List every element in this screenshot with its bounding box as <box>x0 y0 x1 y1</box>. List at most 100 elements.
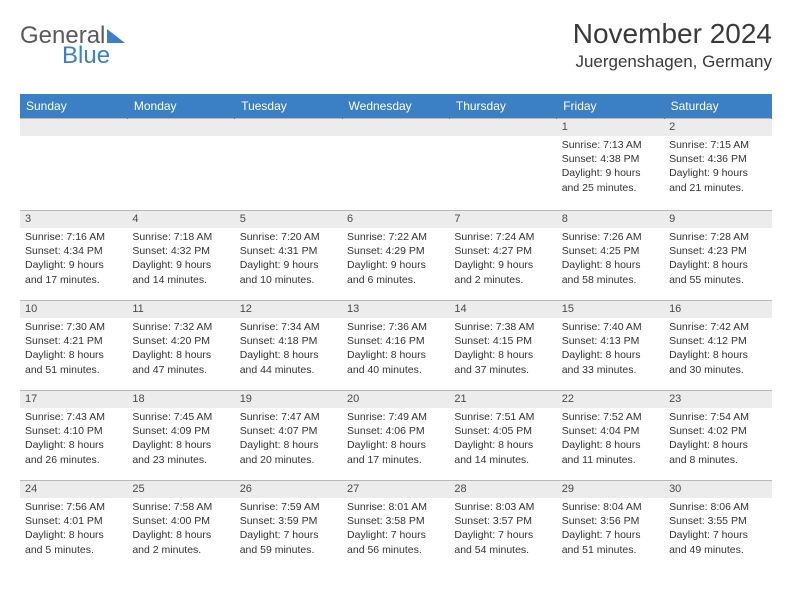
col-thursday: Thursday <box>449 94 556 119</box>
day-cell: 9Sunrise: 7:28 AMSunset: 4:23 PMDaylight… <box>664 211 771 301</box>
sunset-text: Sunset: 3:58 PM <box>347 514 444 528</box>
daylight-text: Daylight: 8 hours and 47 minutes. <box>132 348 229 376</box>
day-detail: Sunrise: 7:49 AMSunset: 4:06 PMDaylight:… <box>342 408 449 471</box>
day-detail: Sunrise: 8:03 AMSunset: 3:57 PMDaylight:… <box>449 498 556 561</box>
day-detail: Sunrise: 7:22 AMSunset: 4:29 PMDaylight:… <box>342 228 449 291</box>
daylight-text: Daylight: 9 hours and 21 minutes. <box>669 166 766 194</box>
sunrise-text: Sunrise: 7:16 AM <box>25 230 122 244</box>
daylight-text: Daylight: 7 hours and 56 minutes. <box>347 528 444 556</box>
sunset-text: Sunset: 4:01 PM <box>25 514 122 528</box>
day-cell: 7Sunrise: 7:24 AMSunset: 4:27 PMDaylight… <box>449 211 556 301</box>
day-number-empty <box>20 119 127 136</box>
sunset-text: Sunset: 4:10 PM <box>25 424 122 438</box>
day-cell <box>342 119 449 211</box>
col-sunday: Sunday <box>20 94 127 119</box>
day-cell: 2Sunrise: 7:15 AMSunset: 4:36 PMDaylight… <box>664 119 771 211</box>
day-cell <box>127 119 234 211</box>
sunrise-text: Sunrise: 7:28 AM <box>669 230 766 244</box>
day-number: 4 <box>127 211 234 228</box>
title-block: November 2024 Juergenshagen, Germany <box>573 18 772 72</box>
day-detail: Sunrise: 7:15 AMSunset: 4:36 PMDaylight:… <box>664 136 771 199</box>
day-detail: Sunrise: 7:40 AMSunset: 4:13 PMDaylight:… <box>557 318 664 381</box>
day-number: 27 <box>342 481 449 498</box>
day-cell: 12Sunrise: 7:34 AMSunset: 4:18 PMDayligh… <box>235 301 342 391</box>
day-number: 19 <box>235 391 342 408</box>
day-number: 21 <box>449 391 556 408</box>
sunrise-text: Sunrise: 8:03 AM <box>454 500 551 514</box>
sunrise-text: Sunrise: 8:04 AM <box>562 500 659 514</box>
daylight-text: Daylight: 8 hours and 11 minutes. <box>562 438 659 466</box>
daylight-text: Daylight: 9 hours and 10 minutes. <box>240 258 337 286</box>
daylight-text: Daylight: 7 hours and 49 minutes. <box>669 528 766 556</box>
day-number: 30 <box>664 481 771 498</box>
day-number: 16 <box>664 301 771 318</box>
day-number: 11 <box>127 301 234 318</box>
day-detail: Sunrise: 8:01 AMSunset: 3:58 PMDaylight:… <box>342 498 449 561</box>
day-detail: Sunrise: 7:43 AMSunset: 4:10 PMDaylight:… <box>20 408 127 471</box>
sunset-text: Sunset: 3:57 PM <box>454 514 551 528</box>
sunrise-text: Sunrise: 7:54 AM <box>669 410 766 424</box>
day-number: 25 <box>127 481 234 498</box>
day-number: 28 <box>449 481 556 498</box>
sunset-text: Sunset: 4:00 PM <box>132 514 229 528</box>
sunrise-text: Sunrise: 7:49 AM <box>347 410 444 424</box>
week-row: 24Sunrise: 7:56 AMSunset: 4:01 PMDayligh… <box>20 481 772 571</box>
sunrise-text: Sunrise: 7:13 AM <box>562 138 659 152</box>
daylight-text: Daylight: 8 hours and 37 minutes. <box>454 348 551 376</box>
sunset-text: Sunset: 4:34 PM <box>25 244 122 258</box>
sunset-text: Sunset: 4:31 PM <box>240 244 337 258</box>
day-cell: 18Sunrise: 7:45 AMSunset: 4:09 PMDayligh… <box>127 391 234 481</box>
day-detail: Sunrise: 7:36 AMSunset: 4:16 PMDaylight:… <box>342 318 449 381</box>
daylight-text: Daylight: 9 hours and 6 minutes. <box>347 258 444 286</box>
day-number-empty <box>449 119 556 136</box>
sunrise-text: Sunrise: 8:01 AM <box>347 500 444 514</box>
day-cell <box>449 119 556 211</box>
day-detail: Sunrise: 7:32 AMSunset: 4:20 PMDaylight:… <box>127 318 234 381</box>
day-detail: Sunrise: 8:06 AMSunset: 3:55 PMDaylight:… <box>664 498 771 561</box>
sunset-text: Sunset: 4:29 PM <box>347 244 444 258</box>
daylight-text: Daylight: 8 hours and 5 minutes. <box>25 528 122 556</box>
sunrise-text: Sunrise: 7:59 AM <box>240 500 337 514</box>
day-detail: Sunrise: 8:04 AMSunset: 3:56 PMDaylight:… <box>557 498 664 561</box>
day-cell: 25Sunrise: 7:58 AMSunset: 4:00 PMDayligh… <box>127 481 234 571</box>
day-cell: 13Sunrise: 7:36 AMSunset: 4:16 PMDayligh… <box>342 301 449 391</box>
day-number: 15 <box>557 301 664 318</box>
day-cell: 29Sunrise: 8:04 AMSunset: 3:56 PMDayligh… <box>557 481 664 571</box>
day-number-empty <box>235 119 342 136</box>
day-detail: Sunrise: 7:28 AMSunset: 4:23 PMDaylight:… <box>664 228 771 291</box>
sunrise-text: Sunrise: 7:34 AM <box>240 320 337 334</box>
col-saturday: Saturday <box>664 94 771 119</box>
daylight-text: Daylight: 8 hours and 30 minutes. <box>669 348 766 376</box>
sunset-text: Sunset: 4:21 PM <box>25 334 122 348</box>
day-cell: 21Sunrise: 7:51 AMSunset: 4:05 PMDayligh… <box>449 391 556 481</box>
daylight-text: Daylight: 9 hours and 17 minutes. <box>25 258 122 286</box>
day-detail: Sunrise: 7:45 AMSunset: 4:09 PMDaylight:… <box>127 408 234 471</box>
sunset-text: Sunset: 4:12 PM <box>669 334 766 348</box>
day-detail: Sunrise: 7:30 AMSunset: 4:21 PMDaylight:… <box>20 318 127 381</box>
day-number: 9 <box>664 211 771 228</box>
day-cell: 5Sunrise: 7:20 AMSunset: 4:31 PMDaylight… <box>235 211 342 301</box>
day-cell: 20Sunrise: 7:49 AMSunset: 4:06 PMDayligh… <box>342 391 449 481</box>
day-cell: 1Sunrise: 7:13 AMSunset: 4:38 PMDaylight… <box>557 119 664 211</box>
day-detail: Sunrise: 7:59 AMSunset: 3:59 PMDaylight:… <box>235 498 342 561</box>
day-cell: 23Sunrise: 7:54 AMSunset: 4:02 PMDayligh… <box>664 391 771 481</box>
sunset-text: Sunset: 4:36 PM <box>669 152 766 166</box>
sunset-text: Sunset: 4:20 PM <box>132 334 229 348</box>
sunset-text: Sunset: 4:06 PM <box>347 424 444 438</box>
daylight-text: Daylight: 8 hours and 26 minutes. <box>25 438 122 466</box>
sunrise-text: Sunrise: 7:47 AM <box>240 410 337 424</box>
day-detail: Sunrise: 7:51 AMSunset: 4:05 PMDaylight:… <box>449 408 556 471</box>
daylight-text: Daylight: 9 hours and 2 minutes. <box>454 258 551 286</box>
sunset-text: Sunset: 4:23 PM <box>669 244 766 258</box>
sunrise-text: Sunrise: 7:43 AM <box>25 410 122 424</box>
day-detail: Sunrise: 7:16 AMSunset: 4:34 PMDaylight:… <box>20 228 127 291</box>
logo-text-blue: Blue <box>62 42 110 70</box>
daylight-text: Daylight: 7 hours and 59 minutes. <box>240 528 337 556</box>
day-detail: Sunrise: 7:56 AMSunset: 4:01 PMDaylight:… <box>20 498 127 561</box>
sunset-text: Sunset: 4:13 PM <box>562 334 659 348</box>
day-cell: 3Sunrise: 7:16 AMSunset: 4:34 PMDaylight… <box>20 211 127 301</box>
location-label: Juergenshagen, Germany <box>573 52 772 72</box>
sunrise-text: Sunrise: 7:58 AM <box>132 500 229 514</box>
daylight-text: Daylight: 8 hours and 23 minutes. <box>132 438 229 466</box>
day-number: 14 <box>449 301 556 318</box>
